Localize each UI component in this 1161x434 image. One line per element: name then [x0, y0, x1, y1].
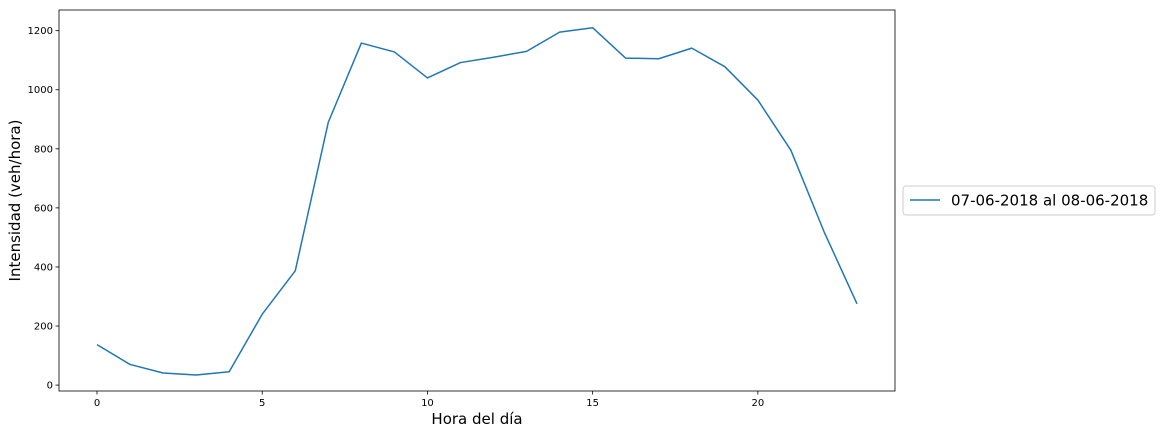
x-tick-label: 0: [94, 398, 100, 409]
y-tick-label: 1000: [28, 85, 53, 96]
x-tick-label: 5: [259, 398, 265, 409]
y-tick-label: 400: [34, 262, 53, 273]
y-tick-label: 200: [34, 322, 53, 333]
y-tick-label: 600: [34, 203, 53, 214]
legend-box: [902, 185, 1156, 216]
y-tick-label: 800: [34, 144, 53, 155]
legend: 07-06-2018 al 08-06-2018: [902, 185, 1156, 216]
x-tick-label: 10: [421, 398, 434, 409]
y-tick-label: 1200: [28, 26, 53, 37]
series-line-0: [96, 26, 858, 376]
legend-entry: 07-06-2018 al 08-06-2018: [951, 192, 1148, 210]
x-axis-label: Hora del día: [431, 410, 522, 428]
y-tick-label: 0: [47, 381, 53, 392]
plot-frame: [58, 9, 896, 392]
x-tick-label: 15: [586, 398, 599, 409]
x-tick-label: 20: [752, 398, 765, 409]
y-axis-label: Intensidad (veh/hora): [6, 120, 24, 282]
